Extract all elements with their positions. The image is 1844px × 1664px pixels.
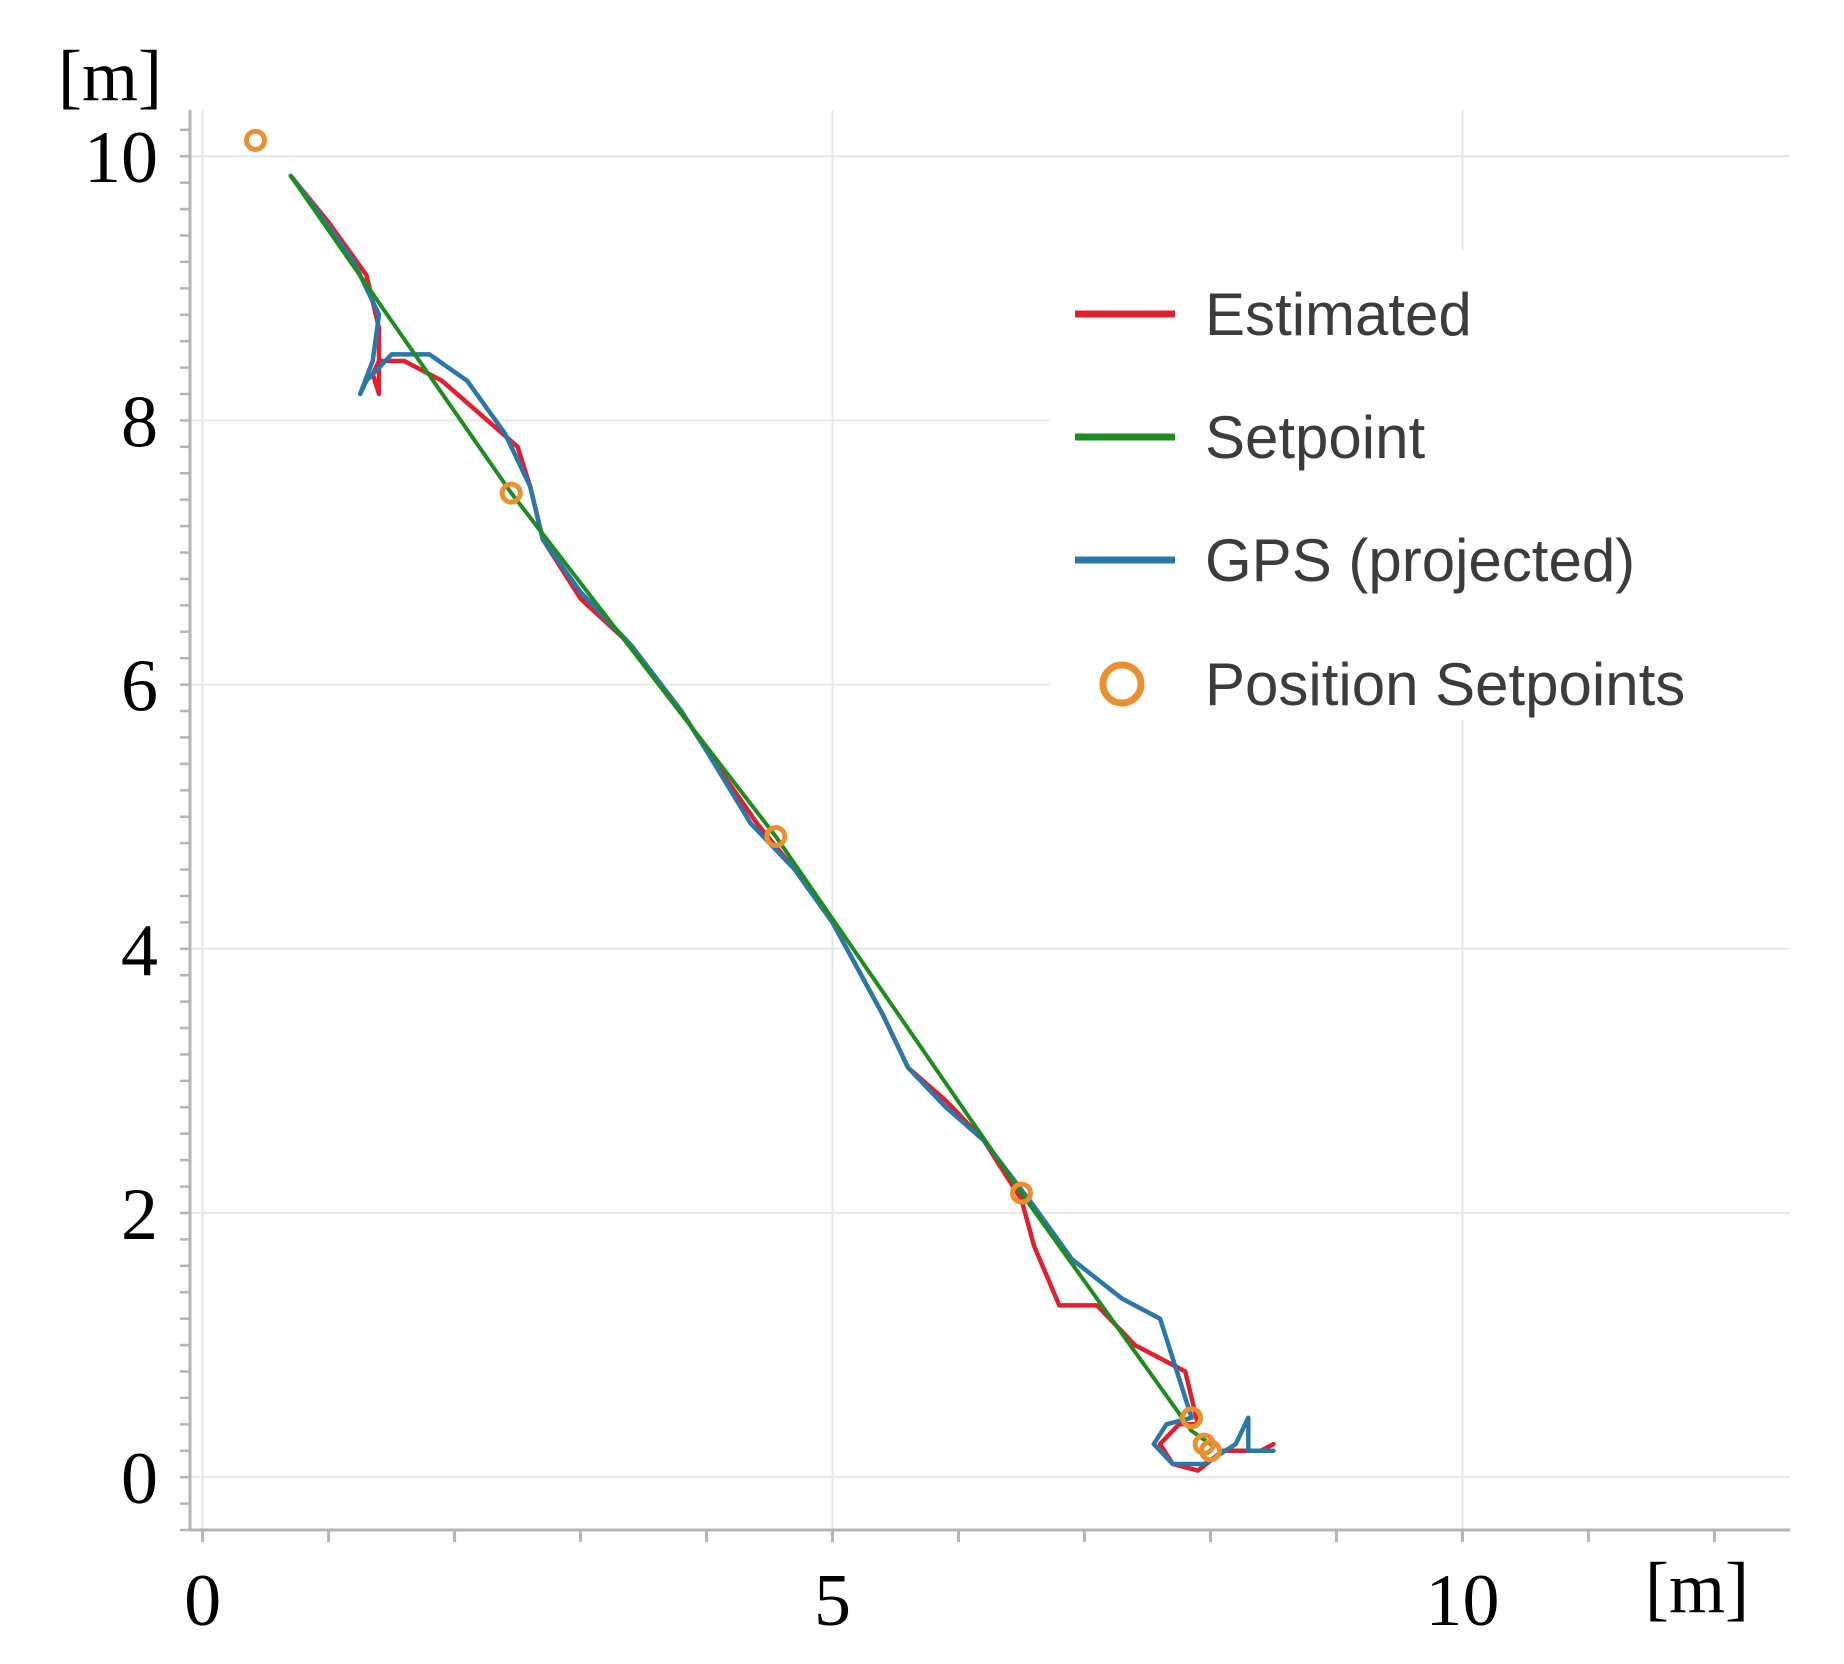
- position-setpoint-marker: [244, 128, 268, 152]
- legend-background: [1050, 250, 1810, 720]
- legend-label-setpoint: Setpoint: [1205, 404, 1425, 471]
- y-tick-label-10: 10: [84, 117, 158, 199]
- y-tick-label-2: 2: [121, 1174, 158, 1256]
- position-setpoint-marker: [1198, 1439, 1222, 1463]
- axes-layer: [180, 110, 1790, 1542]
- position-setpoint-marker: [1180, 1406, 1204, 1430]
- tick-label-layer: 0 5 10 0 2 4 6 8 10: [84, 117, 1499, 1642]
- series-line-setpoint: [288, 174, 1213, 1447]
- legend-marker-position-setpoints: [1099, 661, 1145, 707]
- series-line-gps: [288, 173, 1276, 1467]
- y-tick-label-0: 0: [121, 1438, 158, 1520]
- legend-label-position-setpoints: Position Setpoints: [1205, 651, 1685, 718]
- x-tick-label-0: 0: [184, 1560, 221, 1642]
- position-setpoint-marker: [1009, 1181, 1033, 1205]
- x-tick-label-5: 5: [814, 1560, 851, 1642]
- y-tick-label-6: 6: [121, 646, 158, 728]
- legend-label-estimated: Estimated: [1205, 281, 1472, 348]
- position-setpoint-marker: [499, 481, 523, 505]
- legend-label-gps: GPS (projected): [1205, 527, 1635, 594]
- legend: Estimated Setpoint GPS (projected) Posit…: [1050, 250, 1810, 720]
- y-axis-label: [m]: [58, 36, 162, 116]
- marker-layer: [244, 128, 1222, 1463]
- x-tick-label-10: 10: [1425, 1560, 1499, 1642]
- x-axis-label: [m]: [1645, 1548, 1749, 1628]
- y-tick-label-4: 4: [121, 910, 158, 992]
- position-setpoint-marker: [764, 825, 788, 849]
- y-tick-label-8: 8: [121, 381, 158, 463]
